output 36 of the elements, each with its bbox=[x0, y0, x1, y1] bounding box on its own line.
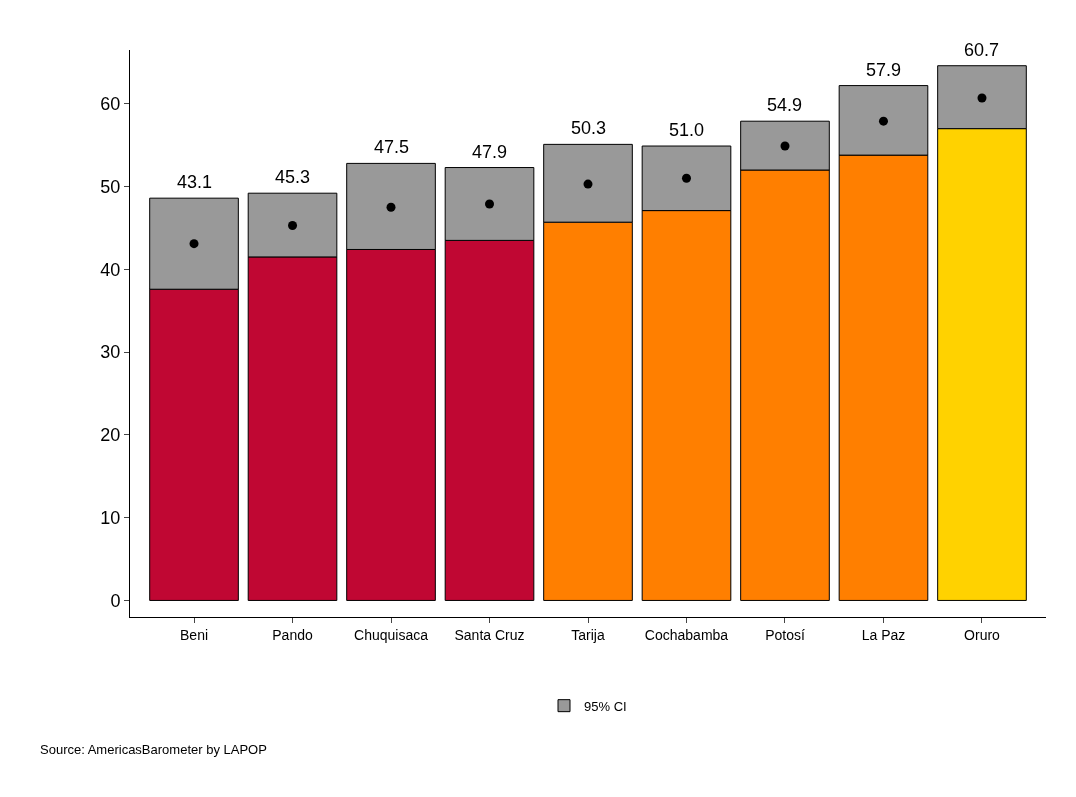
x-tick-label: Beni bbox=[180, 626, 209, 643]
data-label: 47.5 bbox=[374, 137, 410, 157]
data-label: 60.7 bbox=[964, 40, 1000, 60]
y-tick-label: 50 bbox=[100, 176, 121, 197]
point bbox=[485, 199, 495, 209]
point bbox=[288, 220, 298, 230]
data-label: 57.9 bbox=[866, 60, 902, 80]
x-tick-label: Oruro bbox=[964, 626, 1001, 643]
y-tick-label: 40 bbox=[100, 259, 121, 280]
data-label: 45.3 bbox=[275, 167, 311, 187]
source-note: Source: AmericasBarometer by LAPOP bbox=[40, 742, 267, 757]
data-label: 51.0 bbox=[669, 120, 705, 140]
data-label: 50.3 bbox=[571, 118, 607, 138]
data-label: 47.9 bbox=[472, 142, 508, 162]
point bbox=[583, 179, 593, 189]
point bbox=[681, 173, 691, 183]
point bbox=[386, 202, 396, 212]
x-tick-label: Chuquisaca bbox=[354, 626, 429, 643]
point bbox=[189, 239, 199, 249]
point bbox=[780, 141, 790, 151]
x-tick-label: Tarija bbox=[571, 626, 605, 643]
y-tick-label: 0 bbox=[110, 590, 121, 611]
point bbox=[878, 116, 888, 126]
legend-label: 95% CI bbox=[584, 698, 627, 714]
y-tick-label: 10 bbox=[100, 507, 121, 528]
point bbox=[977, 93, 987, 103]
x-tick-label: Santa Cruz bbox=[454, 626, 525, 643]
y-tick-label: 20 bbox=[100, 425, 121, 446]
y-tick-label: 60 bbox=[100, 94, 121, 115]
data-label: 54.9 bbox=[767, 95, 803, 115]
x-tick-label: La Paz bbox=[861, 626, 906, 643]
data-label: 43.1 bbox=[177, 172, 213, 192]
y-tick-label: 30 bbox=[100, 342, 121, 363]
x-tick-label: Potosí bbox=[765, 626, 805, 643]
x-tick-label: Cochabamba bbox=[644, 626, 729, 643]
x-tick-label: Pando bbox=[272, 626, 313, 643]
